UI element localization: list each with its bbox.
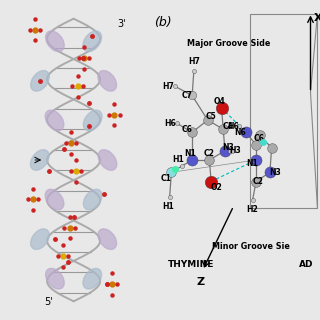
Text: 3': 3' <box>118 19 126 29</box>
Text: C6: C6 <box>181 125 192 134</box>
Text: C4: C4 <box>223 122 234 131</box>
Text: H3: H3 <box>229 146 241 155</box>
Text: H7: H7 <box>162 82 174 91</box>
Text: Major Groove Side: Major Groove Side <box>187 39 270 48</box>
Ellipse shape <box>30 150 49 170</box>
Text: H2: H2 <box>247 205 259 214</box>
Ellipse shape <box>98 229 116 249</box>
Ellipse shape <box>84 110 102 131</box>
Bar <box>250 14 317 208</box>
Text: N3: N3 <box>222 143 234 152</box>
Ellipse shape <box>83 268 101 289</box>
Text: N6: N6 <box>235 128 246 137</box>
Ellipse shape <box>31 71 49 91</box>
Text: O2: O2 <box>211 183 222 192</box>
Ellipse shape <box>46 31 64 52</box>
Text: H1: H1 <box>172 156 184 164</box>
Ellipse shape <box>46 268 64 289</box>
Ellipse shape <box>45 189 64 210</box>
Text: H6: H6 <box>228 122 239 131</box>
Text: C2: C2 <box>204 149 215 158</box>
Ellipse shape <box>84 189 102 210</box>
Text: 5': 5' <box>44 298 53 308</box>
Text: O4: O4 <box>214 97 226 106</box>
Ellipse shape <box>45 110 64 131</box>
Ellipse shape <box>98 71 116 91</box>
Ellipse shape <box>83 31 101 52</box>
Ellipse shape <box>31 229 49 249</box>
Text: C6: C6 <box>254 134 265 143</box>
Ellipse shape <box>98 150 117 170</box>
Text: Z: Z <box>197 277 205 287</box>
Text: H1: H1 <box>162 202 174 211</box>
Text: N1: N1 <box>247 159 259 168</box>
Text: C2: C2 <box>252 177 263 186</box>
Text: N1: N1 <box>185 149 196 158</box>
Text: H6: H6 <box>164 119 176 128</box>
Text: C1: C1 <box>161 174 172 183</box>
Text: N3: N3 <box>269 168 281 177</box>
Text: C5: C5 <box>206 113 217 122</box>
Text: X: X <box>314 12 320 22</box>
Text: (b): (b) <box>154 16 172 28</box>
Text: C7: C7 <box>181 91 192 100</box>
Text: THYMINE: THYMINE <box>168 260 214 269</box>
Text: H7: H7 <box>188 57 200 66</box>
Text: Minor Groove Sie: Minor Groove Sie <box>212 242 290 251</box>
Text: AD: AD <box>299 260 314 269</box>
